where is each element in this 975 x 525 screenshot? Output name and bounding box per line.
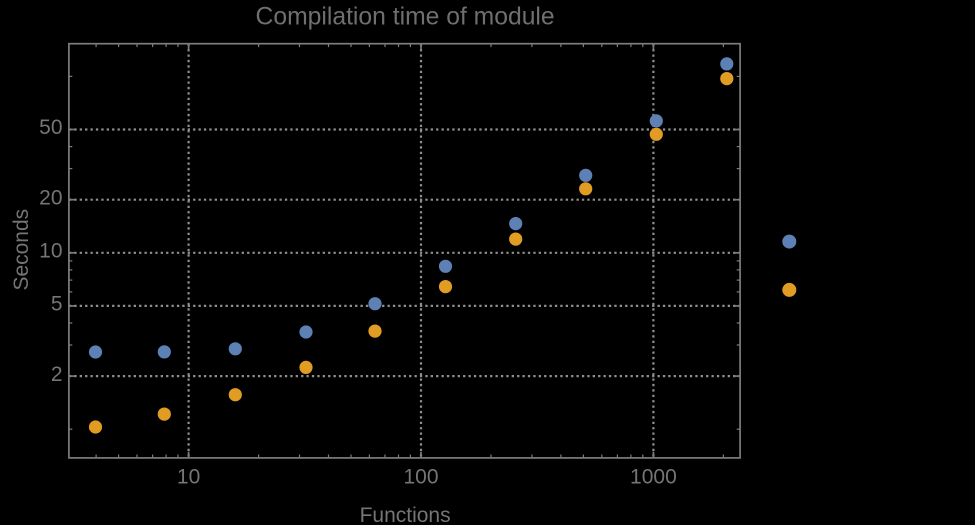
- svg-text:20: 20: [39, 186, 62, 209]
- svg-text:100: 100: [403, 465, 438, 488]
- svg-text:2: 2: [51, 363, 63, 386]
- svg-text:Compilation time of module: Compilation time of module: [256, 4, 555, 31]
- svg-text:50: 50: [39, 116, 62, 139]
- svg-text:1000: 1000: [630, 465, 677, 488]
- svg-text:Seconds: Seconds: [10, 209, 33, 291]
- svg-text:Functions: Functions: [360, 504, 451, 525]
- svg-text:10: 10: [177, 465, 200, 488]
- svg-text:5: 5: [51, 293, 63, 316]
- svg-text:10: 10: [39, 240, 62, 263]
